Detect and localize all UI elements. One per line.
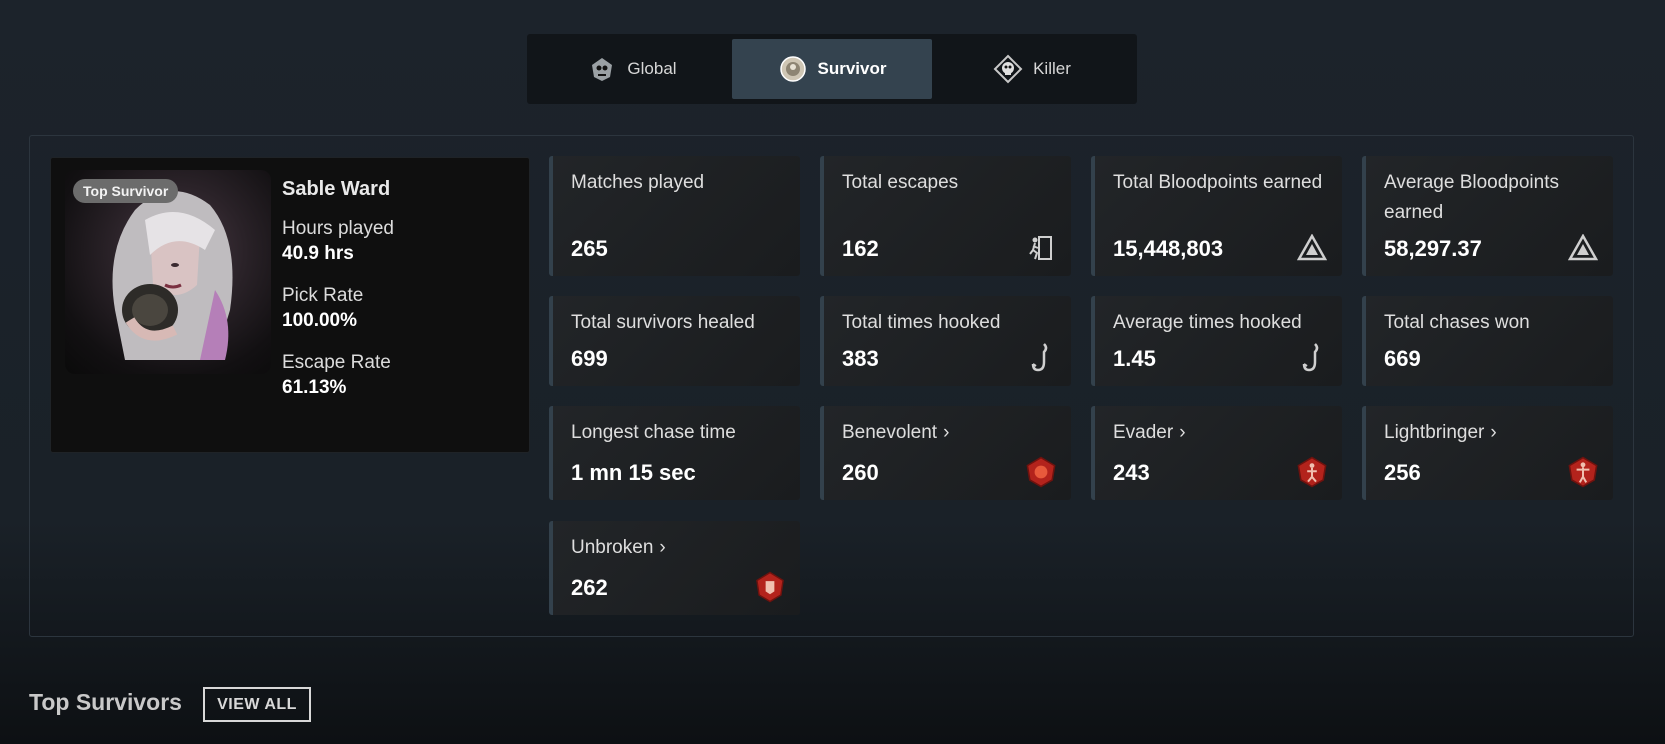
stat-value: 1 mn 15 sec (571, 460, 696, 485)
stat-matches-played: Matches played 265 (549, 156, 800, 276)
stat-value: 383 (842, 346, 879, 371)
survivor-emblem-icon (778, 54, 808, 84)
stat-lightbringer[interactable]: Lightbringer › 256 (1362, 406, 1613, 500)
stat-value: 1.45 (1113, 346, 1156, 371)
stat-value: 669 (1384, 346, 1421, 371)
stat-longest-chase: Longest chase time 1 mn 15 sec (549, 406, 800, 500)
stat-value: 15,448,803 (1113, 236, 1224, 261)
bloodpoints-icon (1567, 232, 1599, 264)
bloodpoints-icon (1296, 232, 1328, 264)
stat-value: 162 (842, 236, 879, 261)
stat-label: Average Bloodpoints earned (1384, 172, 1559, 223)
stat-label: Total Bloodpoints earned (1113, 172, 1323, 193)
chevron-right-icon: › (1490, 422, 1497, 443)
stats-panel (29, 135, 1634, 637)
role-tabs: Global Survivor Killer (527, 34, 1137, 104)
tab-global-label: Global (627, 59, 677, 78)
character-name: Sable Ward (282, 178, 391, 200)
character-portrait: Top Survivor (65, 170, 271, 374)
character-card: Top Survivor Sable Ward Hours played 40.… (50, 157, 530, 453)
tab-global[interactable]: Global (532, 39, 732, 99)
stat-value: 265 (571, 236, 608, 261)
stat-benevolent[interactable]: Benevolent › 260 (820, 406, 1071, 500)
stat-value: 58,297.37 (1384, 236, 1482, 261)
section-title: Top Survivors (29, 689, 182, 715)
stat-survivors-healed: Total survivors healed 699 (549, 296, 800, 386)
hours-played-value: 40.9 hrs (282, 243, 354, 264)
stat-label: Total chases won (1384, 312, 1530, 333)
stat-link-label[interactable]: Unbroken › (571, 533, 786, 563)
stat-evader[interactable]: Evader › 243 (1091, 406, 1342, 500)
evader-emblem-icon (1296, 456, 1328, 488)
stat-chases-won: Total chases won 669 (1362, 296, 1613, 386)
chevron-right-icon: › (943, 422, 950, 443)
pick-rate-label: Pick Rate (282, 285, 364, 306)
stat-value: 256 (1384, 460, 1421, 485)
pick-rate-value: 100.00% (282, 310, 358, 331)
stat-average-hooked: Average times hooked 1.45 (1091, 296, 1342, 386)
view-all-button[interactable]: VIEW ALL (203, 687, 311, 722)
stat-total-escapes: Total escapes 162 (820, 156, 1071, 276)
stat-link-label[interactable]: Evader › (1113, 418, 1328, 448)
killer-skull-icon (993, 54, 1023, 84)
stat-link-label[interactable]: Lightbringer › (1384, 418, 1599, 448)
stat-label: Total times hooked (842, 312, 1001, 333)
top-survivor-badge: Top Survivor (73, 179, 179, 203)
stat-label: Average times hooked (1113, 312, 1302, 333)
tab-killer[interactable]: Killer (932, 39, 1132, 99)
lightbringer-emblem-icon (1567, 456, 1599, 488)
stat-link-label[interactable]: Benevolent › (842, 418, 1057, 448)
escape-rate-value: 61.13% (282, 377, 347, 398)
benevolent-emblem-icon (1025, 456, 1057, 488)
stat-label: Longest chase time (571, 422, 736, 443)
stat-value: 260 (842, 460, 879, 485)
chevron-right-icon: › (659, 537, 666, 558)
hours-played-label: Hours played (282, 218, 394, 239)
stat-label: Total survivors healed (571, 312, 755, 333)
character-info: Sable Ward Hours played 40.9 hrs Pick Ra… (282, 178, 394, 419)
global-skull-icon (587, 54, 617, 84)
stat-label: Matches played (571, 172, 705, 193)
stat-value: 243 (1113, 460, 1150, 485)
chevron-right-icon: › (1179, 422, 1186, 443)
hook-icon (1025, 342, 1057, 374)
tab-killer-label: Killer (1033, 59, 1071, 78)
hook-icon (1296, 342, 1328, 374)
tab-survivor[interactable]: Survivor (732, 39, 932, 99)
stat-times-hooked: Total times hooked 383 (820, 296, 1071, 386)
stat-value: 262 (571, 575, 608, 600)
stat-total-bloodpoints: Total Bloodpoints earned 15,448,803 (1091, 156, 1342, 276)
unbroken-emblem-icon (754, 571, 786, 603)
tab-survivor-label: Survivor (817, 59, 887, 78)
exit-door-icon (1025, 232, 1057, 264)
stat-label: Total escapes (842, 172, 959, 193)
stat-unbroken[interactable]: Unbroken › 262 (549, 521, 800, 615)
escape-rate-label: Escape Rate (282, 352, 391, 373)
stat-average-bloodpoints: Average Bloodpoints earned 58,297.37 (1362, 156, 1613, 276)
stat-value: 699 (571, 346, 608, 371)
